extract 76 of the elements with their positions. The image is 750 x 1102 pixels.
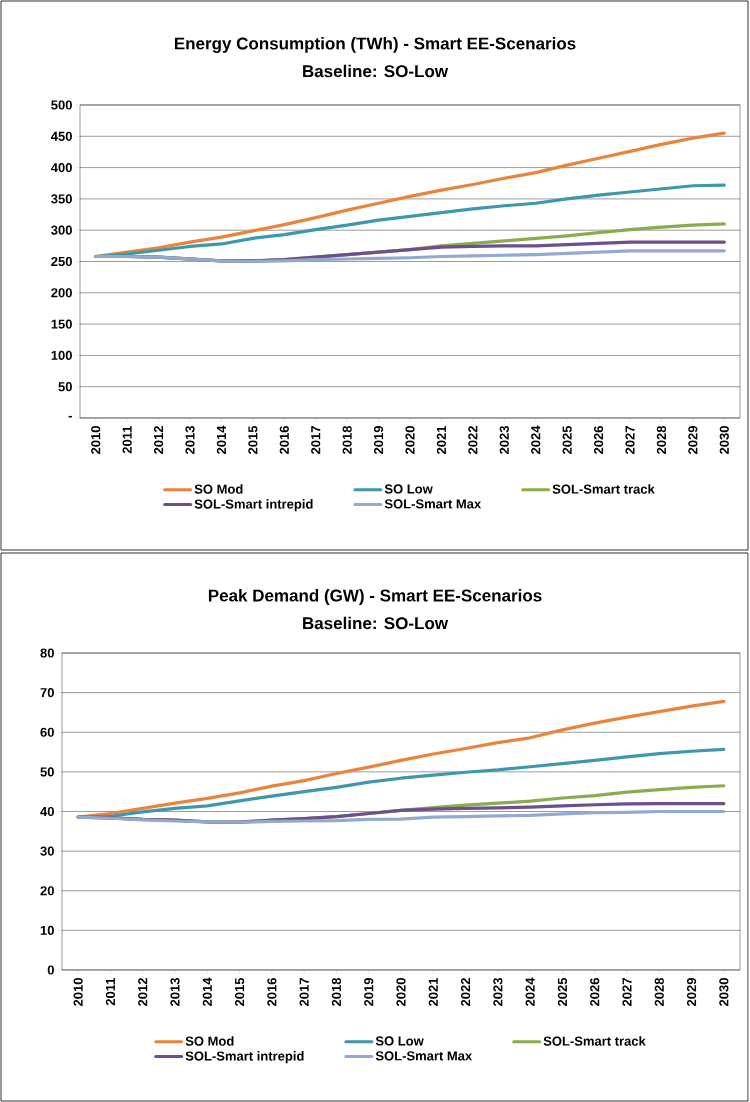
legend-label: SO Mod: [194, 484, 243, 494]
x-tick-label: 2028: [654, 977, 664, 1006]
chart-subtitle: Baseline: SO-Low: [303, 64, 449, 78]
x-tick-label: 2012: [138, 978, 148, 1006]
legend-label: SO Low: [384, 484, 433, 494]
x-tick-label: 2014: [216, 425, 227, 454]
legend-label: SOL-Smart Max: [384, 499, 482, 509]
x-tick-label: 2028: [656, 425, 667, 454]
x-tick-label: 2027: [622, 978, 632, 1006]
y-tick-label: 300: [51, 225, 72, 235]
x-tick-label: 2018: [331, 977, 342, 1006]
x-tick-label: 2015: [234, 977, 245, 1006]
chart-title: Energy Consumption (TWh) - Smart EE-Scenarios: [174, 37, 576, 53]
y-tick-label: 150: [51, 319, 72, 329]
legend-label: SOL-Smart track: [543, 1036, 646, 1046]
x-tick-label: 2016: [267, 978, 277, 1006]
chart-title: Peak Demand (GW) - Smart EE-Scenarios: [208, 589, 542, 605]
x-tick-label: 2030: [719, 426, 729, 454]
x-tick-label: 2029: [688, 426, 698, 454]
legend-label: SOL-Smart Max: [375, 1051, 473, 1061]
x-tick-label: 2030: [719, 978, 729, 1006]
y-tick-label: 40: [40, 806, 54, 817]
y-tick-label: 0: [47, 965, 54, 975]
y-tick-label: 50: [40, 767, 54, 777]
y-tick-label: 450: [50, 131, 72, 141]
y-tick-label: 50: [58, 382, 72, 392]
x-tick-label: 2020: [396, 978, 406, 1006]
y-tick-label: 400: [50, 162, 72, 173]
x-tick-label: 2021: [428, 977, 438, 1006]
y-tick-label: 500: [51, 100, 72, 110]
legend-label: SO Mod: [185, 1036, 234, 1046]
x-tick-label: 2017: [299, 978, 309, 1006]
x-tick-label: 2017: [311, 426, 321, 454]
y-tick-label: 30: [40, 846, 54, 856]
x-tick-label: 2024: [531, 425, 541, 454]
x-tick-label: 2020: [405, 426, 415, 454]
x-tick-label: 2025: [557, 977, 568, 1006]
x-tick-label: 2011: [105, 977, 116, 1006]
x-tick-label: 2019: [364, 978, 374, 1006]
y-tick-label: 60: [40, 727, 54, 737]
y-tick-label: 20: [40, 886, 54, 896]
x-tick-label: 2012: [153, 426, 164, 454]
x-tick-label: 2016: [279, 426, 289, 454]
x-tick-label: 2019: [373, 426, 384, 454]
x-tick-label: 2010: [91, 426, 101, 454]
y-tick-label: 100: [51, 350, 72, 360]
x-tick-label: 2021: [436, 425, 447, 454]
y-tick-label: 70: [40, 688, 54, 698]
legend-label: SOL-Smart intrepid: [185, 1051, 304, 1064]
chart-subtitle: Baseline: SO-Low: [303, 616, 449, 630]
y-tick-label: 250: [51, 256, 72, 267]
x-tick-label: 2011: [122, 425, 132, 454]
x-tick-label: 2013: [185, 426, 195, 454]
x-tick-label: 2015: [248, 425, 258, 454]
x-tick-label: 2023: [493, 978, 503, 1006]
x-tick-label: 2018: [342, 425, 352, 454]
y-tick-label: 200: [51, 288, 72, 298]
x-tick-label: 2025: [562, 425, 572, 454]
x-tick-label: 2022: [468, 426, 478, 454]
x-tick-label: 2023: [499, 426, 509, 454]
x-tick-label: 2026: [590, 978, 600, 1006]
x-tick-label: 2026: [593, 426, 604, 454]
legend-label: SOL-Smart intrepid: [194, 499, 313, 512]
y-tick-label: 10: [40, 925, 54, 935]
legend-label: SO Low: [375, 1036, 424, 1046]
y-tick-label: 350: [51, 194, 72, 204]
x-tick-label: 2013: [170, 978, 180, 1006]
x-tick-label: 2022: [460, 978, 471, 1006]
x-tick-label: 2027: [625, 426, 635, 454]
legend-label: SOL-Smart track: [552, 484, 655, 494]
x-tick-label: 2014: [202, 977, 212, 1006]
y-tick-label: -: [68, 415, 72, 418]
x-tick-label: 2010: [73, 978, 83, 1006]
x-tick-label: 2024: [525, 977, 535, 1006]
x-tick-label: 2029: [686, 978, 697, 1006]
y-tick-label: 80: [40, 648, 54, 658]
